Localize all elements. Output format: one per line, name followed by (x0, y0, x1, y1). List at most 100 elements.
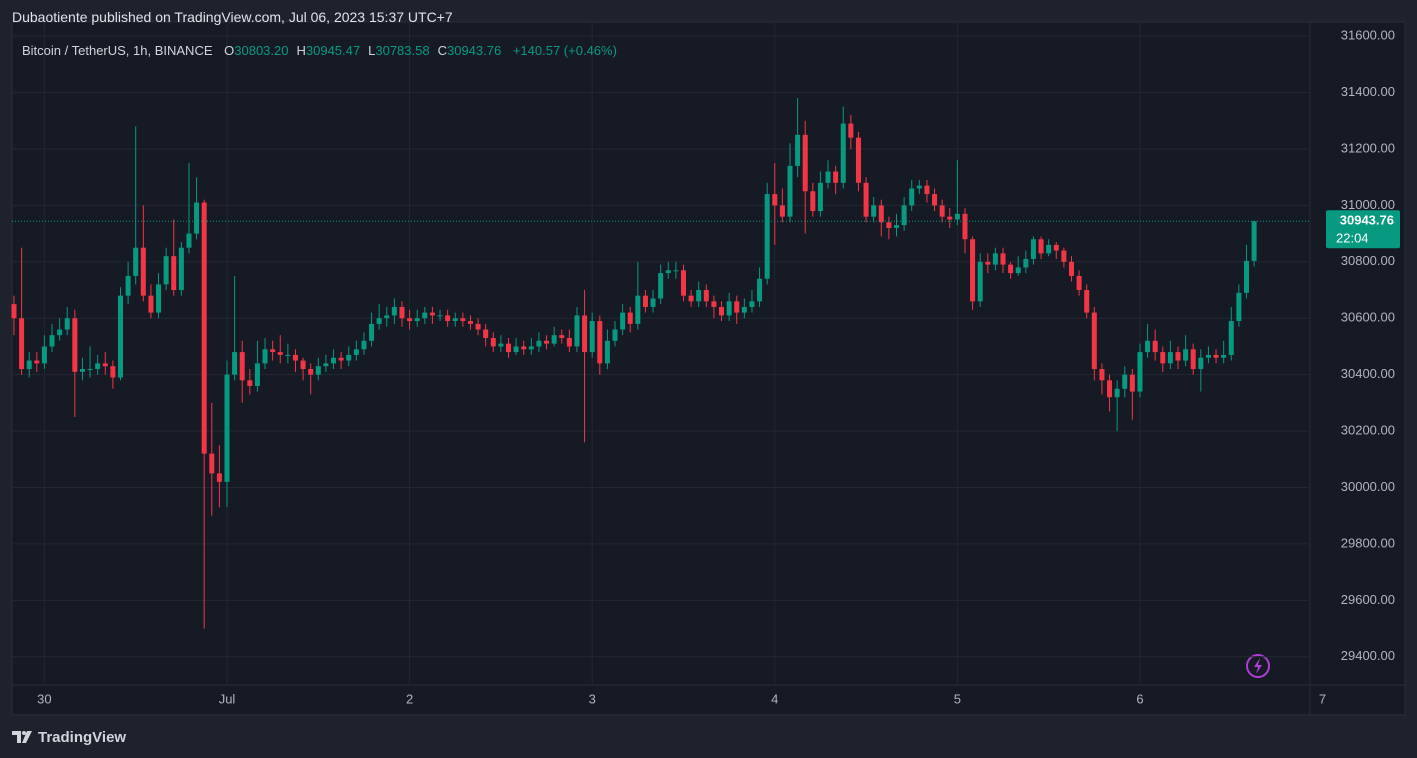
candle-body (315, 366, 321, 375)
ohlc-values: O30803.20 H30945.47 L30783.58 C30943.76 (216, 43, 501, 58)
lightning-icon[interactable] (1246, 654, 1270, 678)
ohlc-label: L (368, 43, 376, 58)
candle-body (528, 346, 534, 350)
candle-body (985, 261, 991, 265)
candle-body (932, 194, 938, 206)
candle-body (620, 312, 626, 330)
candle-body (612, 329, 618, 341)
candle-body (300, 360, 306, 370)
x-tick-label: 7 (1319, 691, 1326, 706)
candle-body (11, 304, 17, 319)
candle-body (962, 213, 968, 240)
ohlc-label: H (296, 43, 306, 58)
candle-body (475, 323, 481, 330)
candle-body (254, 363, 260, 386)
candle-body (1000, 253, 1006, 265)
candle-body (566, 337, 572, 347)
ohlc-label: O (224, 43, 235, 58)
brand-name: TradingView (38, 729, 127, 746)
candle-body (467, 321, 473, 324)
candle-body (1038, 239, 1044, 254)
candle-body (429, 312, 435, 316)
candle-body (64, 318, 70, 330)
candle-body (673, 270, 679, 272)
candle-body (102, 363, 108, 367)
symbol-legend: Bitcoin / TetherUS, 1h, BINANCE O30803.2… (22, 43, 617, 58)
y-tick-label: 31600.00 (1341, 28, 1395, 43)
candle-body (992, 253, 998, 265)
ohlc-value: 30943.76 (446, 43, 502, 58)
candle-body (41, 346, 47, 364)
candle-body (49, 335, 55, 347)
candle-body (954, 213, 960, 220)
candle-body (1046, 244, 1052, 254)
y-tick-label: 29800.00 (1341, 535, 1395, 550)
candle-body (498, 343, 504, 347)
candle-body (947, 216, 953, 220)
candle-body (536, 340, 542, 347)
candle-body (308, 369, 314, 375)
candle-body (201, 202, 207, 454)
candle-body (87, 369, 93, 371)
candle-body (1008, 264, 1014, 274)
candle-body (658, 273, 664, 299)
candle-body (216, 473, 222, 482)
price-tag-countdown: 22:04 (1336, 231, 1369, 246)
candle-body (1152, 340, 1158, 353)
candle-body (186, 233, 192, 248)
candle-body (650, 298, 656, 307)
candle-body (1114, 388, 1120, 398)
candle-body (1183, 349, 1189, 361)
y-tick-label: 31400.00 (1341, 84, 1395, 99)
candle-body (551, 335, 557, 344)
candle-body (1160, 352, 1166, 364)
candle-body (1175, 352, 1181, 361)
candle-body (559, 335, 565, 338)
candle-body (810, 191, 816, 212)
candle-body (19, 318, 25, 370)
candle-body (1251, 221, 1257, 261)
ohlc-value: 30783.58 (375, 43, 430, 58)
y-tick-label: 29400.00 (1341, 648, 1395, 663)
candle-body (939, 205, 945, 217)
candle-body (795, 134, 801, 166)
candle-body (72, 318, 78, 372)
candle-body (79, 369, 85, 372)
candle-body (247, 380, 253, 386)
candle-body (642, 295, 648, 307)
candle-body (855, 137, 861, 183)
candle-body (117, 295, 124, 378)
tradingview-logo (12, 731, 32, 743)
candle-body (323, 363, 329, 367)
price-change: +140.57 (+0.46%) (512, 43, 617, 58)
y-tick-label: 30000.00 (1341, 479, 1395, 494)
candle-body (285, 354, 291, 356)
y-tick-label: 30400.00 (1341, 366, 1395, 381)
candle-body (376, 318, 382, 324)
candle-body (209, 453, 215, 474)
candle-body (399, 306, 405, 319)
candle-body (437, 315, 443, 317)
candle-body (353, 349, 359, 355)
candle-body (171, 256, 177, 291)
candle-body (696, 290, 702, 302)
candle-body (338, 357, 344, 361)
candle-body (582, 315, 588, 353)
candle-body (148, 295, 154, 313)
candle-body (277, 352, 283, 355)
candle-body (1053, 244, 1059, 251)
candle-body (1023, 258, 1029, 268)
grid (12, 22, 1310, 685)
candle-body (924, 185, 930, 195)
candle-body (1129, 374, 1135, 392)
candle-body (688, 295, 694, 302)
candle-body (1221, 354, 1227, 358)
candle-body (1030, 239, 1036, 259)
candle-body (741, 306, 747, 313)
ohlc-value: 30945.47 (305, 43, 361, 58)
candle-body (26, 360, 32, 370)
candle-body (604, 340, 610, 364)
candle-body (1213, 354, 1219, 358)
candle-body (734, 301, 740, 313)
